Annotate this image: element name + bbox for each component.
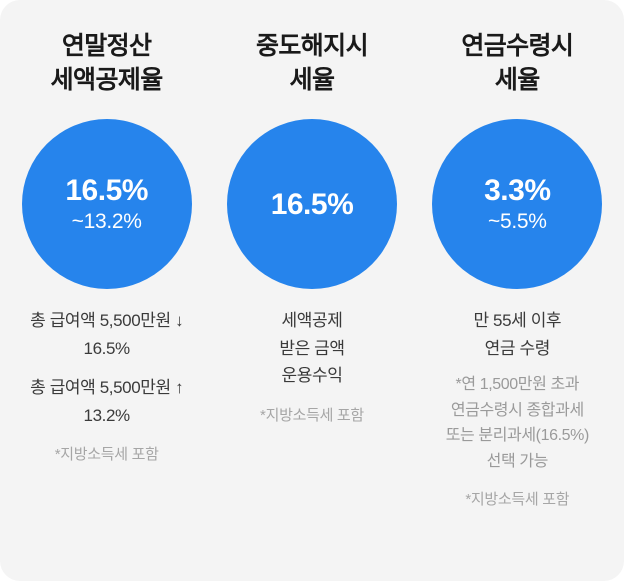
rate-secondary-value: ~13.2% — [71, 209, 142, 233]
footnote: *지방소득세 포함 — [260, 406, 364, 424]
circle-wrapper: 16.5% — [226, 119, 397, 289]
column-year-end-tax-settlement: 연말정산 세액공제율 16.5% ~13.2% 총 급여액 5,500만원 ↓ … — [4, 30, 209, 467]
circle-wrapper: 3.3% ~5.5% — [432, 119, 603, 289]
footnote: *지방소득세 포함 — [465, 491, 570, 509]
circle-wrapper: 16.5% ~13.2% — [21, 119, 192, 289]
condition-note: *연 1,500만원 초과 연금수령시 종합과세 또는 분리과세(16.5%) … — [445, 376, 590, 470]
description-line: 총 급여액 5,500만원 ↓ 16.5% — [30, 311, 184, 358]
column-heading: 중도해지시 세율 — [255, 32, 369, 94]
rate-primary-value: 3.3% — [484, 173, 551, 207]
description-block: 세액공제 받은 금액 운용수익 — [279, 307, 345, 390]
description-line: 세액공제 받은 금액 운용수익 — [279, 311, 345, 386]
rate-circle: 16.5% — [226, 119, 397, 289]
rate-primary-value: 16.5% — [270, 187, 354, 221]
description-line: 만 55세 이후 연금 수령 — [473, 311, 562, 358]
description-block: 총 급여액 5,500만원 ↓ 16.5% 총 급여액 5,500만원 ↑ 13… — [30, 307, 183, 429]
column-pension-receipt: 연금수령시 세율 3.3% ~5.5% 만 55세 이후 연금 수령 *연 1,… — [415, 30, 620, 512]
column-early-termination: 중도해지시 세율 16.5% 세액공제 받은 금액 운용수익 *지방소득세 포함 — [209, 30, 414, 428]
rate-circle: 3.3% ~5.5% — [432, 119, 603, 289]
column-heading: 연말정산 세액공제율 — [50, 32, 164, 94]
footnote: *지방소득세 포함 — [54, 446, 159, 464]
rate-primary-value: 16.5% — [65, 173, 148, 207]
description-block: 만 55세 이후 연금 수령 — [473, 307, 561, 362]
rate-circle: 16.5% ~13.2% — [21, 119, 192, 289]
description-line: 총 급여액 5,500만원 ↑ 13.2% — [30, 378, 184, 425]
rate-secondary-value: ~5.5% — [487, 209, 547, 233]
column-heading: 연금수령시 세율 — [461, 32, 574, 94]
